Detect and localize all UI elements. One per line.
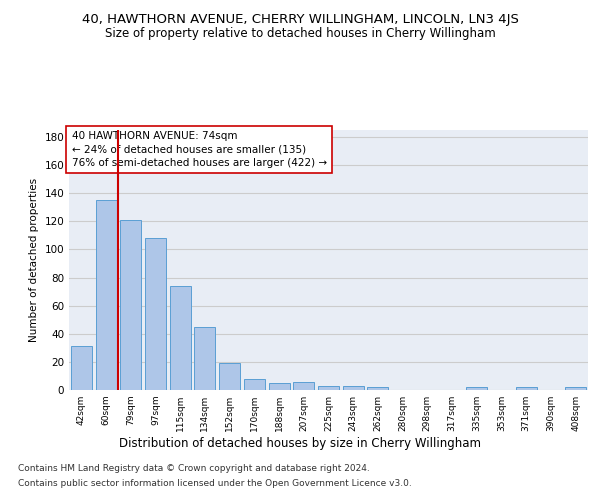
Bar xyxy=(269,383,290,390)
Text: Distribution of detached houses by size in Cherry Willingham: Distribution of detached houses by size … xyxy=(119,438,481,450)
Bar xyxy=(343,386,364,390)
Bar xyxy=(219,364,240,390)
Text: Size of property relative to detached houses in Cherry Willingham: Size of property relative to detached ho… xyxy=(104,28,496,40)
Bar xyxy=(244,379,265,390)
Text: 40, HAWTHORN AVENUE, CHERRY WILLINGHAM, LINCOLN, LN3 4JS: 40, HAWTHORN AVENUE, CHERRY WILLINGHAM, … xyxy=(82,12,518,26)
Bar xyxy=(120,220,141,390)
Y-axis label: Number of detached properties: Number of detached properties xyxy=(29,178,39,342)
Text: Contains HM Land Registry data © Crown copyright and database right 2024.: Contains HM Land Registry data © Crown c… xyxy=(18,464,370,473)
Bar xyxy=(565,387,586,390)
Text: Contains public sector information licensed under the Open Government Licence v3: Contains public sector information licen… xyxy=(18,479,412,488)
Bar xyxy=(145,238,166,390)
Bar xyxy=(194,327,215,390)
Bar xyxy=(95,200,116,390)
Bar xyxy=(170,286,191,390)
Text: 40 HAWTHORN AVENUE: 74sqm
← 24% of detached houses are smaller (135)
76% of semi: 40 HAWTHORN AVENUE: 74sqm ← 24% of detac… xyxy=(71,132,327,168)
Bar xyxy=(367,387,388,390)
Bar xyxy=(71,346,92,390)
Bar xyxy=(516,387,537,390)
Bar xyxy=(466,387,487,390)
Bar xyxy=(318,386,339,390)
Bar xyxy=(293,382,314,390)
